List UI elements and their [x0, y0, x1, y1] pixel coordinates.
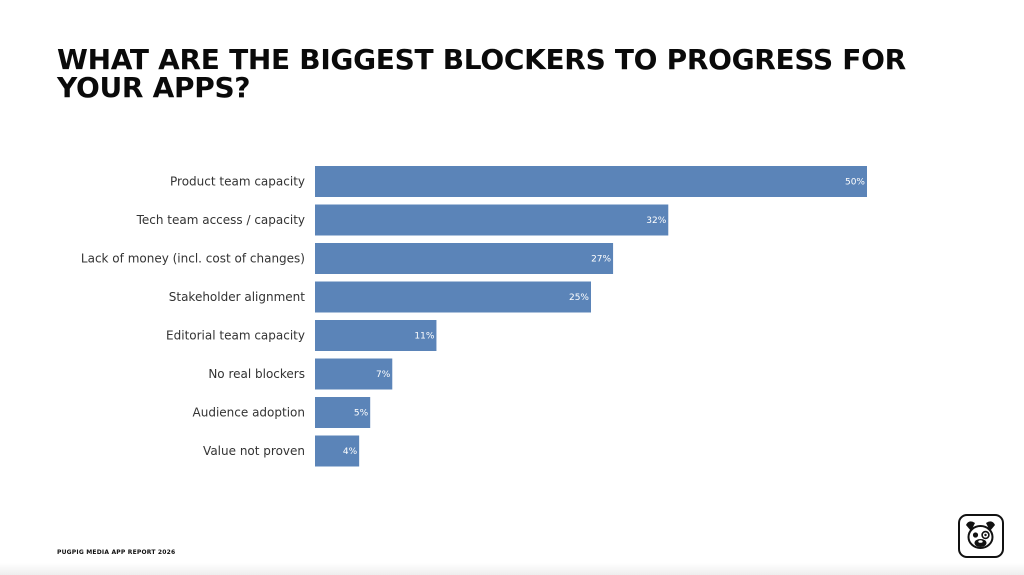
report-footer: PUGPIG MEDIA APP REPORT 2026: [57, 549, 176, 556]
category-label: Audience adoption: [193, 406, 305, 420]
value-label: 4%: [343, 447, 358, 457]
value-label: 32%: [646, 216, 666, 226]
bar: [315, 166, 867, 197]
category-label: Editorial team capacity: [166, 329, 305, 343]
bar: [315, 320, 437, 351]
pug-face-icon: [958, 514, 1004, 558]
category-label: Lack of money (incl. cost of changes): [81, 252, 305, 266]
bar: [315, 243, 614, 274]
category-label: No real blockers: [208, 367, 305, 381]
bar: [315, 281, 591, 313]
value-label: 7%: [376, 370, 391, 380]
bar: [315, 435, 360, 467]
category-label: Tech team access / capacity: [136, 213, 305, 227]
value-label: 5%: [354, 409, 369, 419]
category-label: Stakeholder alignment: [169, 290, 306, 304]
value-label: 50%: [845, 178, 865, 188]
value-label: 25%: [569, 293, 589, 303]
page-title: WHAT ARE THE BIGGEST BLOCKERS TO PROGRES…: [57, 43, 906, 104]
value-label: 11%: [414, 332, 434, 342]
value-label: 27%: [591, 255, 611, 265]
bottom-edge: [0, 563, 1024, 575]
category-label: Product team capacity: [170, 175, 305, 189]
bar: [315, 358, 393, 390]
category-label: Value not proven: [203, 444, 305, 458]
bar: [315, 204, 669, 236]
bar: [315, 397, 371, 428]
